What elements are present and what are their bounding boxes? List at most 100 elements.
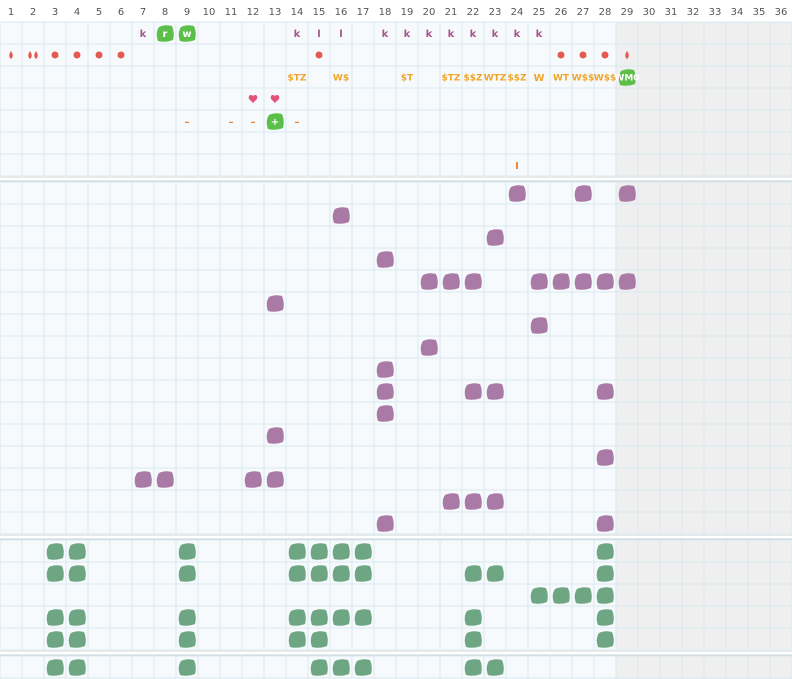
blob xyxy=(596,631,614,648)
blob xyxy=(244,471,262,488)
column-number: 31 xyxy=(665,7,678,18)
blob xyxy=(376,515,394,532)
blob xyxy=(46,659,64,676)
column-number: 34 xyxy=(731,7,744,18)
blob xyxy=(156,471,174,488)
blob xyxy=(266,427,284,444)
column-number: 22 xyxy=(467,7,480,18)
cell-label: $$Z xyxy=(463,74,483,84)
blob xyxy=(310,543,328,560)
cell-label: $TZ xyxy=(288,74,307,84)
blob xyxy=(420,339,438,356)
dot-icon xyxy=(117,51,125,59)
cell-label: $$Z xyxy=(507,74,527,84)
column-number: 36 xyxy=(775,7,788,18)
blob xyxy=(464,659,482,676)
blob xyxy=(464,631,482,648)
blob xyxy=(618,273,636,290)
blob xyxy=(266,471,284,488)
blob xyxy=(596,449,614,466)
cell-label: $T xyxy=(401,74,414,84)
blob xyxy=(574,273,592,290)
blob xyxy=(46,631,64,648)
blob xyxy=(596,543,614,560)
blob xyxy=(46,609,64,626)
column-number: 32 xyxy=(687,7,700,18)
blob xyxy=(288,631,306,648)
blob xyxy=(288,609,306,626)
blob xyxy=(310,565,328,582)
blob xyxy=(332,543,350,560)
blob xyxy=(310,659,328,676)
blob xyxy=(596,609,614,626)
cell-label: WTZ xyxy=(484,74,507,84)
column-number: 23 xyxy=(489,7,502,18)
blob xyxy=(486,229,504,246)
cell-label: – xyxy=(229,117,234,128)
blob xyxy=(442,273,460,290)
cell-label: k xyxy=(514,29,521,40)
blob xyxy=(376,251,394,268)
column-number: 17 xyxy=(357,7,370,18)
blob xyxy=(266,295,284,312)
cell-label: WT xyxy=(553,74,570,84)
cell-label: W$$ xyxy=(594,74,616,84)
cell-label: W$$ xyxy=(572,74,594,84)
heart-icon xyxy=(270,95,280,103)
blob xyxy=(574,185,592,202)
column-number: 28 xyxy=(599,7,612,18)
cell-label: WM0 xyxy=(614,74,639,84)
blob xyxy=(442,493,460,510)
column-number: 4 xyxy=(74,7,80,18)
blob xyxy=(376,405,394,422)
blob xyxy=(618,69,636,86)
cell-label: k xyxy=(382,29,389,40)
blob xyxy=(464,565,482,582)
column-number: 30 xyxy=(643,7,656,18)
drop-icon xyxy=(9,51,13,59)
blob xyxy=(596,565,614,582)
blob xyxy=(354,565,372,582)
blob xyxy=(464,609,482,626)
column-number: 21 xyxy=(445,7,458,18)
blob xyxy=(178,25,196,42)
blob xyxy=(574,587,592,604)
cell-label: – xyxy=(295,117,300,128)
blob xyxy=(178,609,196,626)
column-number: 29 xyxy=(621,7,634,18)
blob xyxy=(596,273,614,290)
cell-label: k xyxy=(140,29,147,40)
column-number: 3 xyxy=(52,7,58,18)
column-number: 11 xyxy=(225,7,238,18)
column-number: 5 xyxy=(96,7,102,18)
column-number: 15 xyxy=(313,7,326,18)
column-number: 35 xyxy=(753,7,766,18)
drop-icon xyxy=(34,51,38,59)
column-number: 20 xyxy=(423,7,436,18)
dot-icon xyxy=(557,51,565,59)
blob xyxy=(68,631,86,648)
blob xyxy=(178,659,196,676)
blob xyxy=(310,609,328,626)
blob xyxy=(354,543,372,560)
blob xyxy=(420,273,438,290)
cell-label: k xyxy=(470,29,477,40)
drop-icon xyxy=(625,51,629,59)
blob xyxy=(552,587,570,604)
column-number: 7 xyxy=(140,7,146,18)
dot-icon xyxy=(579,51,587,59)
blob xyxy=(596,383,614,400)
blob xyxy=(46,543,64,560)
blob xyxy=(376,361,394,378)
blob xyxy=(486,565,504,582)
blob xyxy=(618,185,636,202)
cell-label: + xyxy=(271,117,279,128)
drop-icon xyxy=(28,51,32,59)
blob xyxy=(596,515,614,532)
blob xyxy=(486,659,504,676)
column-number: 9 xyxy=(184,7,190,18)
blob xyxy=(464,383,482,400)
blob xyxy=(68,659,86,676)
column-number: 27 xyxy=(577,7,590,18)
